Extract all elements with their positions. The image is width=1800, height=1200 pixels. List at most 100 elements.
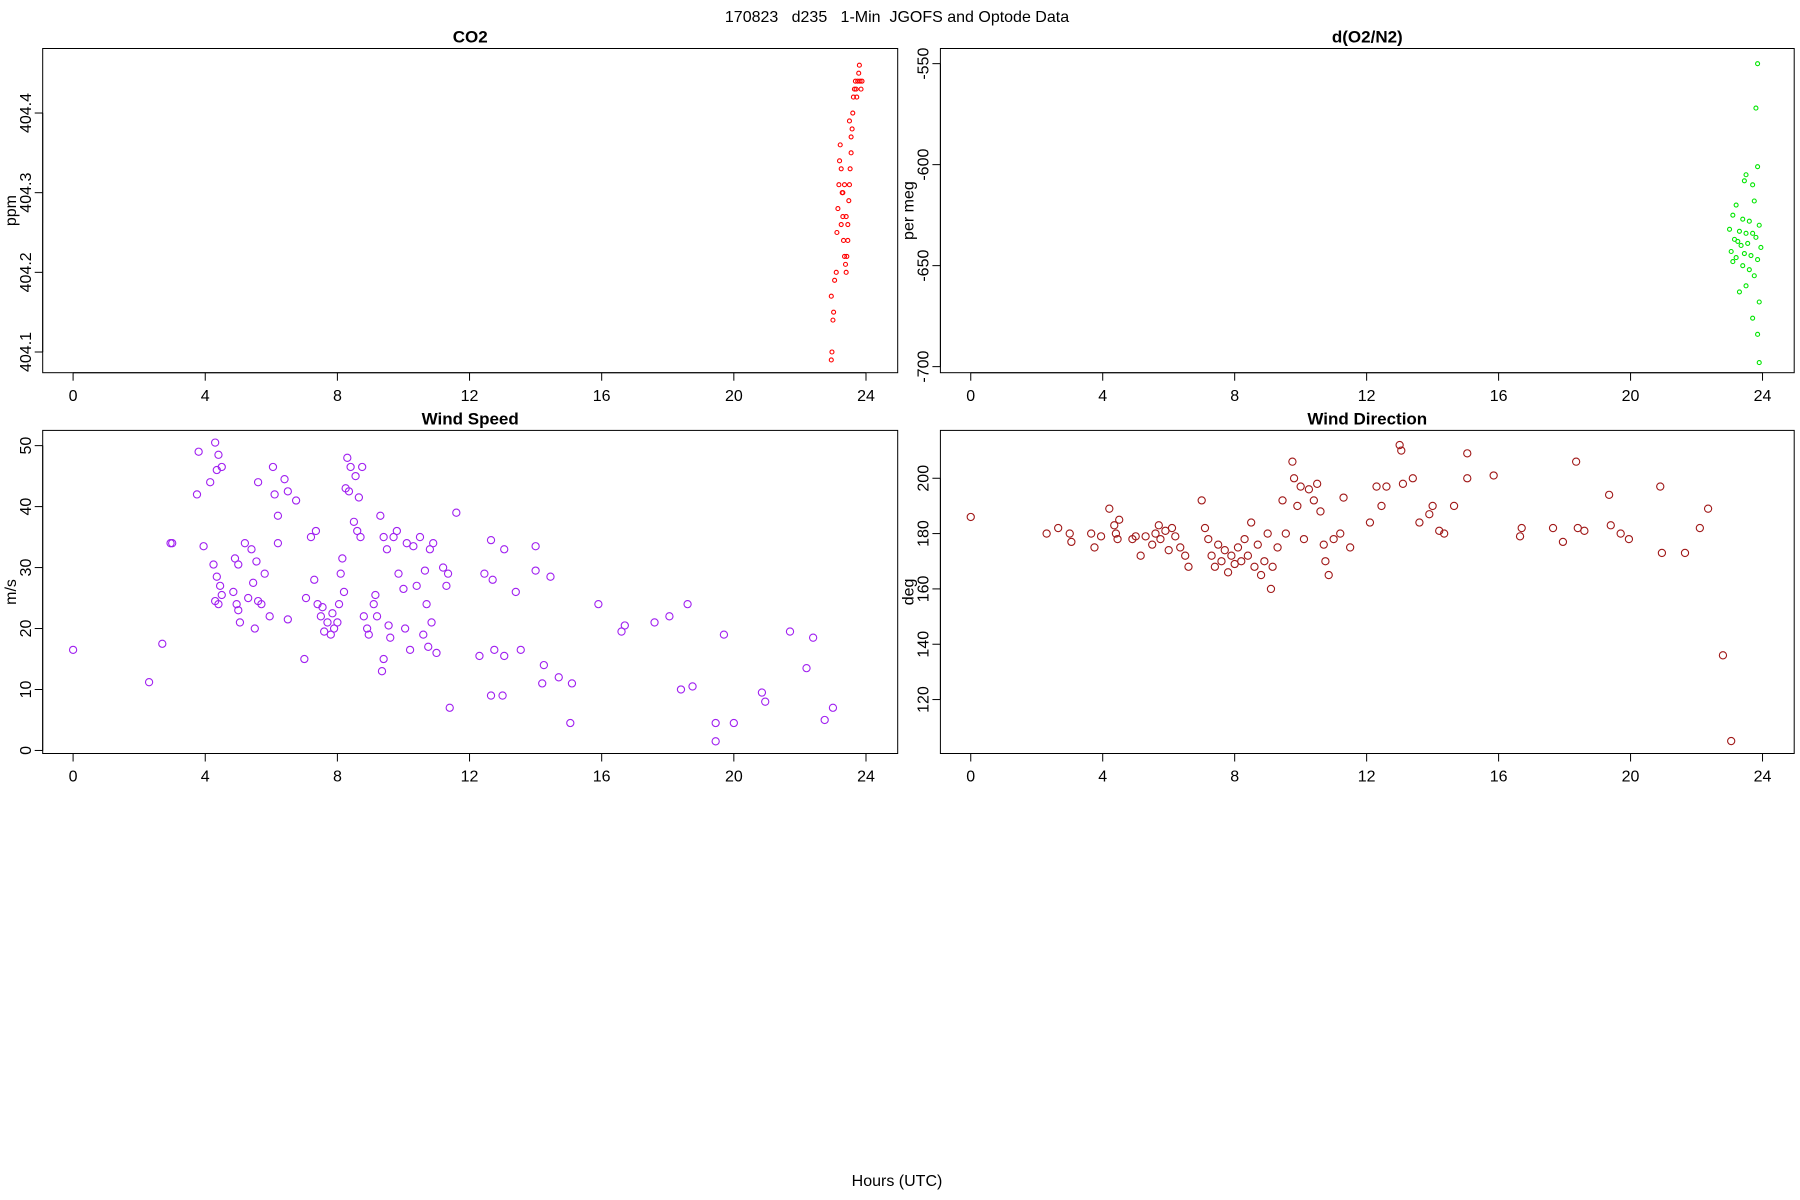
data-point	[1278, 496, 1287, 505]
y-tick-label: -600	[916, 149, 933, 181]
data-point	[234, 560, 243, 569]
figure-title: 170823 d235 1-Min JGOFS and Optode Data	[725, 9, 1069, 26]
data-point	[1156, 534, 1165, 544]
data-point	[1751, 273, 1757, 279]
data-point	[379, 532, 388, 542]
data-point	[665, 612, 674, 621]
data-point	[310, 575, 319, 584]
data-point	[1755, 164, 1761, 170]
data-point	[376, 511, 385, 520]
data-point	[785, 627, 795, 636]
data-point	[1753, 234, 1759, 240]
data-point	[1299, 534, 1309, 544]
data-point	[402, 539, 411, 548]
data-point	[1372, 482, 1381, 491]
data-point	[844, 253, 850, 259]
data-point	[1624, 534, 1634, 544]
data-point	[1548, 523, 1558, 533]
data-point	[252, 557, 261, 566]
data-point	[405, 645, 415, 655]
data-point	[1743, 283, 1749, 289]
x-tick-label: 8	[333, 769, 342, 786]
data-point	[333, 618, 342, 627]
data-point	[1745, 240, 1751, 246]
data-point	[1740, 216, 1746, 222]
x-tick-label: 8	[333, 388, 342, 405]
data-point	[427, 618, 436, 627]
data-point	[273, 511, 283, 520]
data-point	[820, 715, 829, 725]
data-point	[1223, 568, 1233, 577]
data-point	[486, 691, 496, 700]
data-point	[1268, 562, 1277, 571]
data-point	[1748, 252, 1754, 259]
data-point	[212, 465, 221, 475]
data-point	[1105, 504, 1114, 513]
data-point	[834, 229, 840, 236]
data-point	[1214, 540, 1223, 549]
data-point	[1755, 61, 1761, 67]
data-point	[1755, 331, 1761, 337]
data-point	[539, 660, 549, 670]
data-point	[1718, 651, 1728, 660]
x-tick-label: 12	[461, 769, 479, 786]
data-point	[1313, 479, 1322, 488]
data-point	[300, 654, 309, 664]
data-point	[854, 94, 860, 100]
y-tick-label: 50	[18, 437, 35, 455]
data-point	[1266, 584, 1276, 594]
data-point	[852, 78, 858, 84]
data-point	[1309, 496, 1319, 505]
data-point	[1217, 557, 1226, 566]
data-point	[354, 493, 364, 502]
data-point	[1090, 543, 1099, 552]
data-point	[1740, 263, 1746, 269]
data-point	[1489, 471, 1498, 480]
data-point	[1111, 529, 1121, 538]
data-point	[1397, 446, 1406, 455]
data-point	[1289, 474, 1299, 483]
data-point	[511, 587, 520, 597]
data-point	[1148, 540, 1157, 549]
data-point	[306, 532, 316, 542]
y-tick-label: 140	[916, 631, 933, 658]
data-point	[1746, 218, 1752, 224]
data-point	[399, 584, 408, 594]
data-point	[1517, 523, 1526, 533]
data-point	[364, 630, 373, 639]
y-axis-label: per meg	[901, 181, 918, 240]
data-point	[346, 462, 355, 472]
data-point	[1408, 474, 1417, 483]
data-point	[260, 569, 269, 578]
data-point	[1756, 360, 1762, 366]
data-point	[1733, 255, 1739, 261]
panel-title: d(O2/N2)	[1332, 28, 1403, 47]
y-axis-label: m/s	[3, 579, 20, 605]
data-point	[1435, 526, 1444, 535]
data-point	[843, 269, 849, 275]
data-point	[1750, 182, 1756, 188]
data-point	[400, 624, 410, 633]
panel: Wind Direction deg 0 4 8 12 16 20 24 120 140 160 180…	[901, 409, 1795, 786]
x-tick-label: 24	[857, 769, 875, 786]
data-point	[1726, 226, 1733, 232]
data-point	[1207, 551, 1216, 560]
data-point	[1247, 518, 1256, 527]
data-point	[1321, 557, 1330, 566]
data-point	[845, 237, 851, 244]
x-tick-label: 4	[1098, 388, 1107, 405]
data-point	[1067, 537, 1076, 547]
data-point	[1743, 172, 1749, 178]
data-point	[1336, 529, 1345, 538]
data-point	[212, 572, 221, 581]
data-point	[1727, 736, 1736, 746]
data-point	[566, 718, 575, 728]
x-tick-label: 4	[201, 388, 210, 405]
data-point	[1515, 532, 1525, 541]
data-point	[283, 487, 292, 496]
data-point	[1440, 529, 1449, 538]
data-point	[1580, 526, 1589, 535]
data-point	[1210, 562, 1220, 571]
x-tick-label: 16	[1490, 769, 1508, 786]
data-point	[1463, 449, 1472, 458]
